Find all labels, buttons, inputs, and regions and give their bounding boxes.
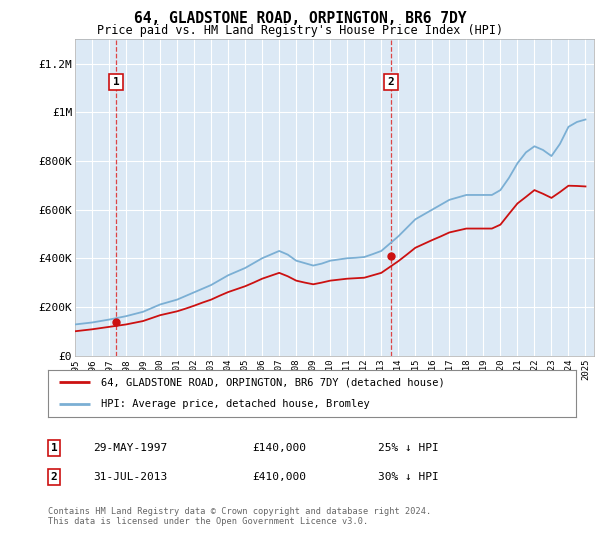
Text: Price paid vs. HM Land Registry's House Price Index (HPI): Price paid vs. HM Land Registry's House … <box>97 24 503 36</box>
Text: 31-JUL-2013: 31-JUL-2013 <box>93 472 167 482</box>
Text: 64, GLADSTONE ROAD, ORPINGTON, BR6 7DY (detached house): 64, GLADSTONE ROAD, ORPINGTON, BR6 7DY (… <box>101 377 445 388</box>
Text: 30% ↓ HPI: 30% ↓ HPI <box>378 472 439 482</box>
Text: £410,000: £410,000 <box>252 472 306 482</box>
Text: 25% ↓ HPI: 25% ↓ HPI <box>378 443 439 453</box>
Text: 2: 2 <box>388 77 395 87</box>
Text: HPI: Average price, detached house, Bromley: HPI: Average price, detached house, Brom… <box>101 399 370 409</box>
Text: £140,000: £140,000 <box>252 443 306 453</box>
Text: 1: 1 <box>50 443 58 453</box>
Text: 64, GLADSTONE ROAD, ORPINGTON, BR6 7DY: 64, GLADSTONE ROAD, ORPINGTON, BR6 7DY <box>134 11 466 26</box>
Text: 2: 2 <box>50 472 58 482</box>
Text: 29-MAY-1997: 29-MAY-1997 <box>93 443 167 453</box>
Text: Contains HM Land Registry data © Crown copyright and database right 2024.
This d: Contains HM Land Registry data © Crown c… <box>48 507 431 526</box>
Text: 1: 1 <box>113 77 119 87</box>
